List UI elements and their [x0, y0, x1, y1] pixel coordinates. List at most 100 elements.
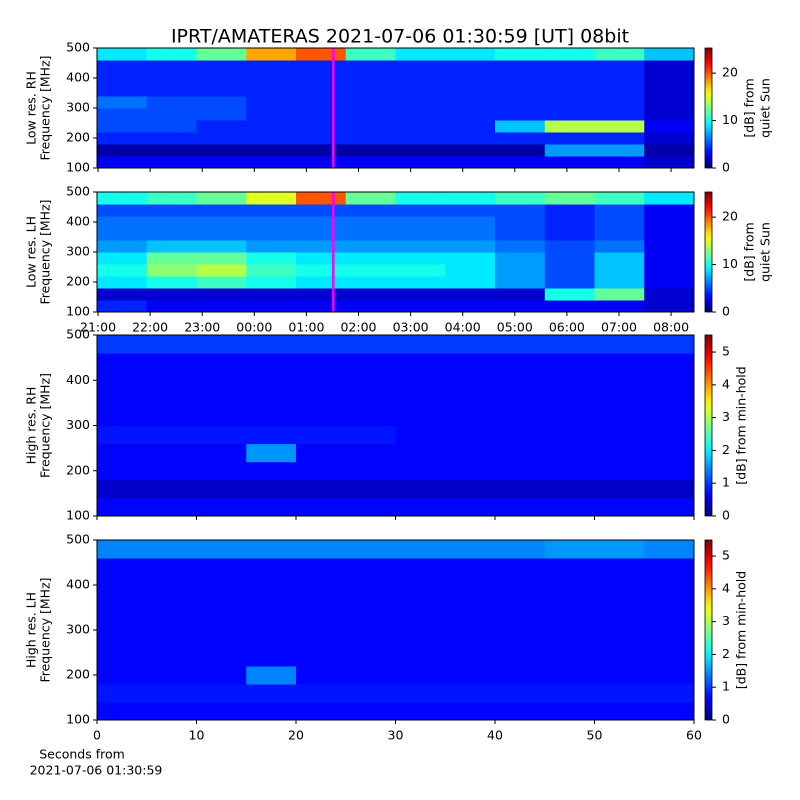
heatmap-cell — [246, 144, 297, 157]
heatmap-cell — [196, 132, 247, 145]
heatmap-cell — [196, 288, 247, 301]
heatmap-cell — [196, 666, 247, 685]
colorbar-tick-label: 5 — [722, 548, 730, 563]
heatmap-cell — [196, 371, 247, 390]
colorbar-tick-label: 2 — [722, 442, 730, 457]
heatmap-cell — [544, 576, 595, 595]
heatmap-cell — [146, 216, 197, 229]
heatmap-cell — [495, 576, 546, 595]
heatmap-cell — [296, 335, 347, 354]
x-axis-label: Seconds from — [39, 747, 125, 762]
heatmap-cell — [146, 425, 197, 445]
heatmap-cell — [395, 240, 446, 253]
heatmap-cell — [544, 558, 595, 577]
colorbar-tick-label: 10 — [722, 112, 738, 127]
heatmap-cell — [97, 479, 148, 499]
heatmap-cell — [644, 497, 695, 517]
heatmap-cell — [594, 425, 645, 445]
heatmap-cell — [246, 48, 297, 61]
heatmap-cell — [196, 240, 247, 253]
heatmap-cell — [644, 300, 695, 313]
heatmap-cell — [644, 228, 695, 241]
heatmap-cell — [146, 702, 197, 721]
heatmap-cell — [196, 461, 247, 481]
heatmap-cell — [395, 576, 446, 595]
heatmap-cell — [495, 288, 546, 301]
heatmap-cell — [97, 60, 148, 73]
heatmap-cell — [345, 540, 396, 559]
heatmap-cell — [97, 252, 148, 265]
heatmap-cell — [445, 156, 496, 169]
heatmap-cell — [345, 192, 396, 205]
heatmap-cell — [296, 630, 347, 649]
heatmap-cell — [594, 576, 645, 595]
heatmap-cell — [196, 425, 247, 445]
heatmap-cell — [495, 497, 546, 517]
heatmap-cell — [544, 497, 595, 517]
heatmap-cell — [345, 156, 396, 169]
x-tick-label: 0 — [93, 728, 101, 743]
heatmap-cell — [495, 72, 546, 85]
heatmap-cell — [445, 228, 496, 241]
heatmap-cell — [495, 156, 546, 169]
heatmap-cell — [395, 300, 446, 313]
heatmap-cell — [495, 84, 546, 97]
heatmap-cell — [395, 84, 446, 97]
heatmap-cell — [544, 443, 595, 463]
heatmap-cell — [345, 288, 396, 301]
heatmap-cell — [395, 558, 446, 577]
heatmap-cell — [594, 389, 645, 408]
heatmap-cell — [146, 96, 197, 109]
heatmap-cell — [196, 612, 247, 631]
y-axis-label: High res. RH — [24, 387, 39, 465]
heatmap-cell — [97, 497, 148, 517]
heatmap-cell — [395, 72, 446, 85]
heatmap-cell — [97, 443, 148, 463]
heatmap-cell — [196, 204, 247, 217]
heatmap-cell — [445, 353, 496, 372]
colorbar-tick-label: 0 — [722, 160, 730, 175]
colorbar-tick-label: 20 — [722, 209, 738, 224]
heatmap-cell — [495, 425, 546, 445]
heatmap-cell — [146, 666, 197, 685]
heatmap-cell — [97, 300, 148, 313]
heatmap-cell — [97, 558, 148, 577]
heatmap-cell — [594, 60, 645, 73]
heatmap-cell — [146, 648, 197, 667]
y-tick-label: 100 — [66, 304, 90, 319]
heatmap-cell — [196, 228, 247, 241]
heatmap-cell — [296, 48, 347, 61]
heatmap-cell — [445, 264, 496, 277]
heatmap-cell — [146, 461, 197, 481]
y-tick-label: 500 — [66, 184, 90, 199]
heatmap-cell — [445, 630, 496, 649]
heatmap-cell — [97, 371, 148, 390]
heatmap-cell — [594, 276, 645, 289]
heatmap-cell — [544, 264, 595, 277]
heatmap-cell — [495, 228, 546, 241]
heatmap-cell — [296, 108, 347, 121]
heatmap-cell — [495, 666, 546, 685]
heatmap-cell — [395, 479, 446, 499]
heatmap-cell — [146, 228, 197, 241]
heatmap-cell — [445, 252, 496, 265]
heatmap-cell — [544, 288, 595, 301]
heatmap-cell — [97, 666, 148, 685]
heatmap-cell — [544, 156, 595, 169]
heatmap-cell — [395, 144, 446, 157]
heatmap-cell — [146, 108, 197, 121]
x-tick-label: 00:00 — [236, 320, 272, 335]
heatmap-cell — [246, 407, 297, 426]
heatmap-cell — [644, 371, 695, 390]
heatmap-cell — [296, 540, 347, 559]
heatmap-cell — [644, 353, 695, 372]
y-tick-label: 300 — [66, 100, 90, 115]
heatmap-cell — [97, 461, 148, 481]
heatmap-cell — [146, 389, 197, 408]
heatmap-cell — [395, 630, 446, 649]
x-tick-label: 60 — [686, 728, 702, 743]
heatmap-cell — [644, 666, 695, 685]
heatmap-cell — [146, 144, 197, 157]
heatmap-cell — [544, 300, 595, 313]
heatmap-cell — [296, 120, 347, 133]
